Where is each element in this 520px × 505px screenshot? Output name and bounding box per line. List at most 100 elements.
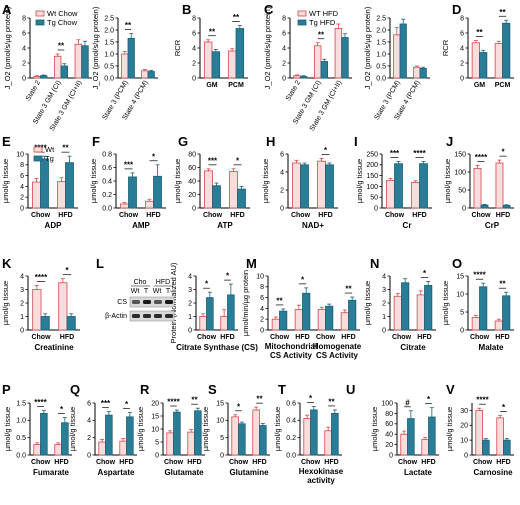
y-tick-label: 4 — [192, 45, 196, 52]
y-axis-label: µmol/g tissue — [136, 407, 145, 451]
significance-marker: ** — [191, 396, 198, 405]
x-tick-label: Chow — [316, 334, 336, 341]
legend-label: WT HFD — [309, 9, 339, 18]
legend-label: Tg — [45, 154, 54, 163]
y-axis-label: µmol/g tissue — [68, 407, 77, 451]
bar-tg — [66, 316, 76, 331]
bar-wt — [98, 441, 106, 456]
panel-label: I — [354, 134, 358, 149]
bar-wt-hfd — [334, 28, 343, 79]
bar-tg-chow — [39, 75, 48, 79]
y-tick-label: 2 — [282, 60, 286, 67]
y-tick-label: 2 — [87, 435, 91, 442]
y-tick-label: 4 — [87, 418, 91, 425]
y-tick-label: 1 — [382, 314, 386, 321]
panel-n: N 0 1 2 3 4 µmol/g tissue Chow HFD * Citrate — [363, 256, 436, 352]
bar-wt-chow — [33, 76, 41, 79]
bar-tg — [40, 412, 48, 456]
bar-wt — [33, 444, 41, 456]
x-tick-label: GM — [474, 82, 485, 89]
significance-marker: ** — [62, 144, 69, 153]
blot-row-label: CS — [117, 299, 127, 306]
significance-marker: **** — [473, 271, 486, 280]
x-tick-label: HFD — [58, 212, 72, 219]
bar-tg-hfd — [320, 61, 329, 79]
bar-tg — [40, 316, 50, 331]
y-tick-label: 0.5 — [104, 63, 114, 70]
y-axis-label: J_O2 (pmol/s/µg protein) — [91, 6, 100, 89]
panel-label: V — [446, 382, 455, 397]
x-tick-label: HFD — [496, 459, 510, 466]
bar-tg — [227, 294, 235, 331]
y-tick-label: 6 — [282, 30, 286, 37]
bar-wt-chow — [203, 41, 213, 79]
y-axis-label: J_O2 (pmol/s/µg protein) — [363, 6, 372, 89]
significance-marker: *** — [390, 149, 400, 158]
bar-wt-chow — [74, 43, 83, 79]
y-axis-label: µmol/g tissue — [173, 159, 182, 203]
significance-marker: * — [125, 400, 129, 409]
bar-tg-chow — [211, 51, 221, 79]
x-axis-label: Glutamine — [229, 468, 269, 477]
y-tick-label: 0 — [460, 75, 464, 82]
bar-tg — [401, 282, 410, 331]
y-tick-label: 0 — [282, 75, 286, 82]
significance-marker: **** — [475, 153, 488, 162]
panel-p: P 0.0 0.5 1.0 1.5 µmol/g tissue Chow **** HFD * Fu… — [2, 382, 72, 477]
x-tick-label: HFD — [412, 212, 426, 219]
y-tick-label: 10 — [456, 291, 464, 298]
y-tick-label: 0.0 — [376, 75, 386, 82]
significance-marker: **** — [413, 149, 426, 158]
bar-tg — [348, 299, 357, 331]
y-tick-label: 0 — [155, 452, 159, 459]
y-tick-label: 0.5 — [376, 63, 386, 70]
bar-wt — [494, 320, 503, 331]
y-tick-label: 200 — [366, 162, 378, 169]
x-axis-label: Creatinine — [34, 343, 74, 352]
y-tick-label: 1.0 — [16, 418, 26, 425]
panel-s: S 0 5 10 15 µmol/g tissue Chow * HFD ** Glutamine — [201, 382, 270, 477]
x-tick-label: Chow — [31, 212, 51, 219]
panel-label: K — [2, 256, 12, 271]
panel-label: Q — [70, 382, 80, 397]
y-tick-label: 0 — [389, 452, 393, 459]
bar-wt — [229, 171, 238, 209]
y-tick-label: 4 — [22, 45, 26, 52]
y-tick-label: 0 — [260, 327, 264, 334]
y-tick-label: 0.0 — [102, 205, 112, 212]
y-tick-label: 2 — [460, 60, 464, 67]
significance-marker: ** — [276, 296, 283, 305]
bar-tg-hfd — [341, 37, 349, 79]
bar-wt — [475, 410, 483, 456]
panel-label: A — [2, 2, 12, 17]
y-tick-label: 8 — [460, 15, 464, 22]
x-tick-label: HFD — [252, 459, 266, 466]
y-tick-label: 2.0 — [104, 27, 114, 34]
bar-wt — [187, 431, 195, 456]
x-axis-label: Glutamate — [164, 468, 204, 477]
bar-tg-hfd — [479, 52, 488, 79]
x-tick-label: Chow — [197, 334, 217, 341]
x-tick-label: HFD — [60, 334, 74, 341]
panel-label: F — [92, 134, 100, 149]
blot-band — [132, 300, 140, 304]
panel-label: O — [452, 256, 462, 271]
significance-marker: * — [324, 146, 328, 155]
bar-tg — [237, 188, 246, 209]
lane-label: Cho — [134, 279, 147, 286]
y-tick-label: 0 — [280, 205, 284, 212]
bar-wt-hfd — [494, 43, 503, 79]
panel-label: T — [278, 382, 286, 397]
y-axis-label: µmol/g tissue — [3, 407, 12, 451]
bar-wt-hfd — [293, 75, 301, 79]
bar-tg — [279, 310, 288, 331]
significance-marker: ** — [256, 395, 263, 404]
lane-sublabel: Wt — [131, 288, 140, 295]
bar-wt — [231, 416, 239, 456]
significance-marker: ** — [499, 8, 506, 17]
lane-sublabel: T — [166, 288, 171, 295]
bar-wt — [120, 203, 129, 209]
y-tick-label: 5 — [220, 435, 224, 442]
y-tick-label: 0.4 — [286, 418, 296, 425]
